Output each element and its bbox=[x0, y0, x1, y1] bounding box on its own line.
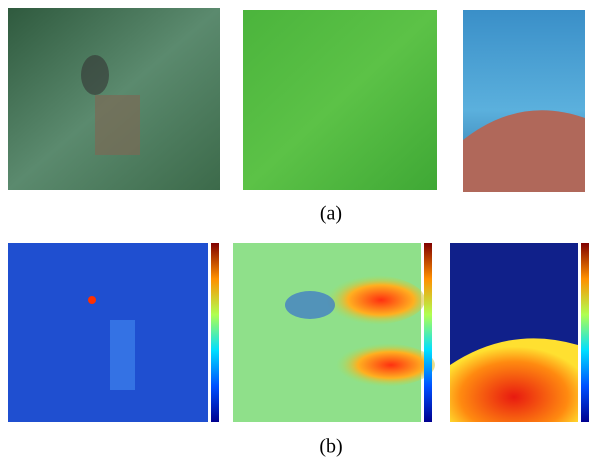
map-hotspot bbox=[88, 296, 96, 304]
statue bbox=[95, 95, 140, 155]
caption-label: (a) bbox=[320, 203, 342, 225]
caption-label: (b) bbox=[319, 436, 342, 458]
row-a bbox=[8, 8, 585, 192]
image-green bbox=[243, 10, 437, 190]
diver bbox=[81, 55, 109, 95]
colorbar bbox=[211, 243, 219, 422]
map-cool-region bbox=[285, 291, 335, 319]
page: (a) (b) (() => { const data = JSON.parse… bbox=[0, 0, 593, 462]
map-statue bbox=[110, 320, 135, 390]
colorbar bbox=[581, 243, 589, 422]
map-warm-region bbox=[325, 343, 435, 387]
map-green bbox=[233, 243, 421, 422]
row-b bbox=[8, 243, 589, 422]
figure: (a) (b) bbox=[0, 0, 593, 462]
map-diver bbox=[8, 243, 208, 422]
colorbar bbox=[424, 243, 432, 422]
